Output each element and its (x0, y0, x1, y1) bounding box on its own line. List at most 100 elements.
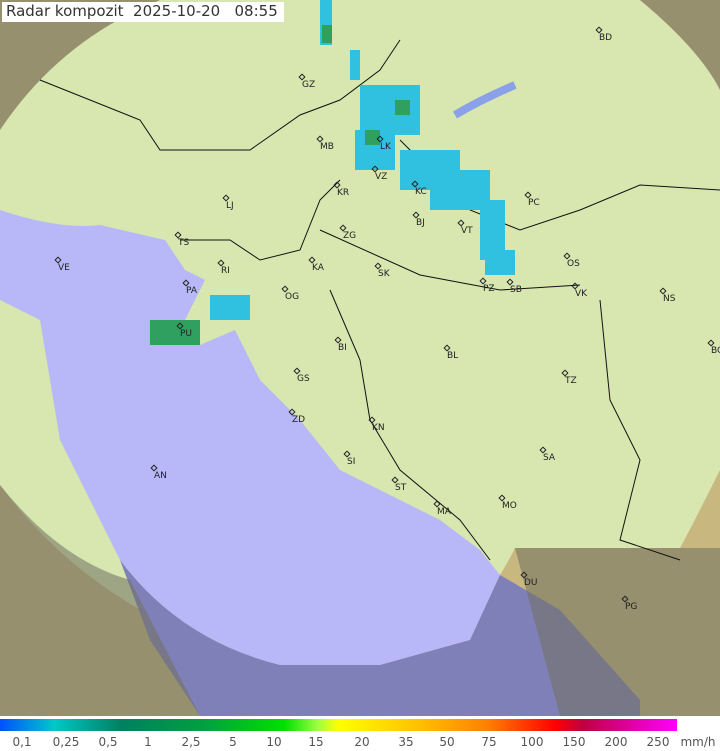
legend-tick: 150 (562, 735, 586, 749)
city-label: GS (297, 374, 310, 384)
legend-tick: 35 (398, 735, 414, 749)
city-marker-icon (520, 571, 528, 579)
city-marker-icon (174, 231, 182, 239)
city-marker-icon (176, 322, 184, 330)
city-marker-icon (412, 211, 420, 219)
city-marker-icon (539, 446, 547, 454)
city-label: PA (186, 286, 198, 296)
city-marker-icon (563, 252, 571, 260)
precipitation-moderate (150, 25, 410, 345)
legend-tick: 20 (354, 735, 370, 749)
city-label: SK (378, 269, 391, 279)
outside-coverage-mask (0, 0, 720, 716)
city-label: ZG (343, 231, 356, 241)
map-title: Radar kompozit 2025-10-20 08:55 (2, 2, 284, 22)
legend-tick: 250 (646, 735, 670, 749)
city-marker-icon (621, 595, 629, 603)
city-label: LK (380, 142, 392, 152)
precipitation-color-scale (0, 719, 677, 731)
sea-outside-coverage (120, 560, 640, 716)
legend-tick: 100 (520, 735, 544, 749)
city-marker-icon (374, 262, 382, 270)
city-marker-icon (524, 191, 532, 199)
city-label: VE (58, 263, 70, 273)
city-marker-icon (334, 336, 342, 344)
city-label: MA (437, 507, 452, 517)
city-marker-icon (433, 500, 441, 508)
city-label: TS (177, 238, 189, 248)
city-marker-icon (391, 476, 399, 484)
city-label: OS (567, 259, 580, 269)
legend-tick: 50 (439, 735, 455, 749)
city-label: AN (154, 471, 167, 481)
city-marker-icon (150, 464, 158, 472)
city-marker-icon (498, 494, 506, 502)
borders (39, 39, 720, 561)
lake-balaton (452, 81, 517, 119)
city-label: RI (221, 266, 230, 276)
adriatic-sea (0, 210, 500, 665)
precipitation-echoes (210, 0, 515, 320)
city-label: BG (711, 346, 720, 356)
city-label: PC (528, 198, 540, 208)
city-marker-icon (222, 194, 230, 202)
city-marker-icon (316, 135, 324, 143)
city-label: GZ (302, 80, 315, 90)
city-label: DU (524, 578, 538, 588)
city-label: BJ (416, 218, 425, 228)
city-marker-icon (298, 73, 306, 81)
legend-tick: 15 (308, 735, 324, 749)
city-marker-icon (182, 279, 190, 287)
legend-tick: 0,25 (52, 735, 80, 749)
city-marker-icon (506, 278, 514, 286)
city-marker-icon (281, 285, 289, 293)
city-label: KN (372, 423, 385, 433)
legend-tick: 2,5 (181, 735, 201, 749)
city-label: MO (502, 501, 517, 511)
city-marker-icon (707, 339, 715, 347)
city-label: BL (447, 351, 458, 361)
city-label: LJ (226, 201, 234, 211)
city-label: BD (599, 33, 612, 43)
city-marker-icon (217, 259, 225, 267)
city-label: KC (415, 187, 427, 197)
city-marker-icon (288, 408, 296, 416)
city-label: ZD (292, 415, 305, 425)
city-marker-icon (343, 450, 351, 458)
city-label: SA (543, 453, 556, 463)
city-label: PZ (483, 284, 495, 294)
city-label: VZ (375, 172, 387, 182)
city-label: PU (180, 329, 192, 339)
city-label: TZ (564, 376, 577, 386)
city-marker-icon (659, 287, 667, 295)
city-label: KR (337, 188, 349, 198)
city-marker-icon (443, 344, 451, 352)
city-marker-icon (339, 224, 347, 232)
legend-tick: 10 (266, 735, 282, 749)
city-label: VK (575, 289, 588, 299)
city-label: KA (312, 263, 325, 273)
legend-tick: 1 (144, 735, 152, 749)
city-label: SI (347, 457, 355, 467)
city-label: MB (320, 142, 334, 152)
city-label: SB (510, 285, 522, 295)
city-marker-icon (411, 180, 419, 188)
radar-map[interactable]: BD GZ MB LK VZ KR KC PC LJ TS BJ VT ZG VE RI KA SK OS PA OG… (0, 0, 720, 716)
city-marker-icon (571, 282, 579, 290)
legend-tick: 200 (604, 735, 628, 749)
city-marker-icon (54, 256, 62, 264)
city-marker-icon (333, 181, 341, 189)
legend-tick: 0,1 (12, 735, 32, 749)
legend-unit: mm/h (680, 735, 716, 749)
city-label: PG (625, 602, 637, 612)
city-label: OG (285, 292, 299, 302)
city-marker-icon (308, 256, 316, 264)
legend-tick: 5 (229, 735, 237, 749)
city-marker-icon (376, 135, 384, 143)
legend-tick: 75 (481, 735, 497, 749)
city-marker-icon (457, 219, 465, 227)
city-marker-icon (479, 277, 487, 285)
city-marker-icon (595, 26, 603, 34)
city-label: BI (338, 343, 347, 353)
city-label: NS (663, 294, 676, 304)
